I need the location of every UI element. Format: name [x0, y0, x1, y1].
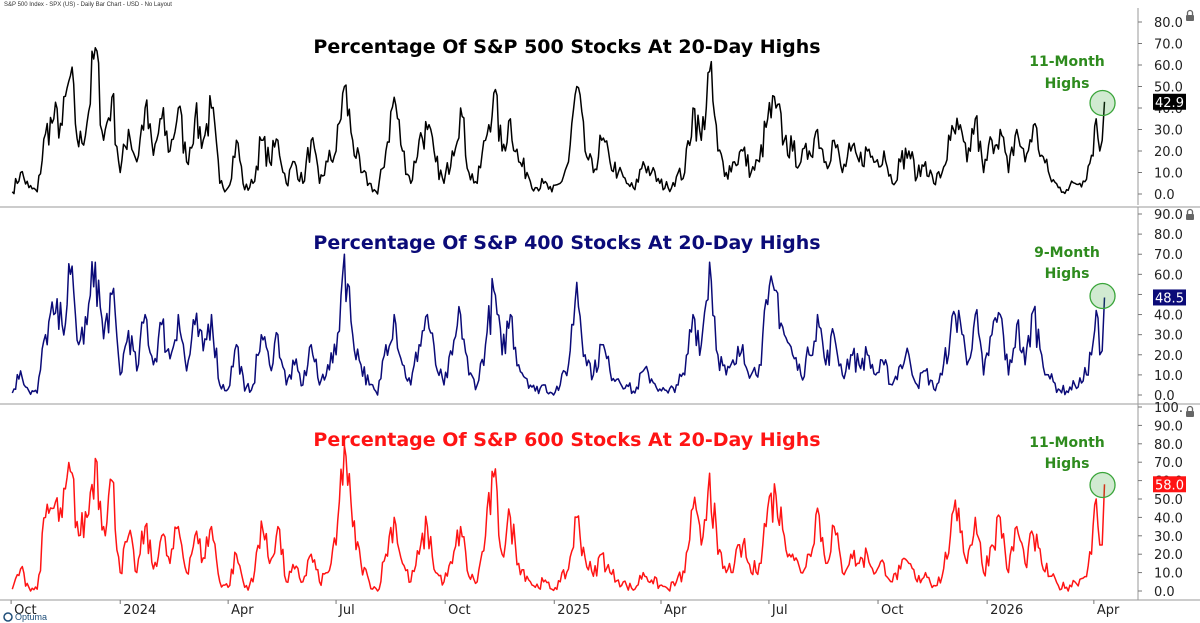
x-tick-label: Apr: [1097, 603, 1120, 618]
lock-icon[interactable]: [1186, 9, 1194, 21]
chart-header: S&P 500 Index - SPX (US) - Daily Bar Cha…: [4, 2, 172, 8]
y-tick-label: 30.0: [1154, 329, 1183, 344]
annotation-text: 9-Month: [1034, 245, 1100, 261]
panel-2: 90.080.070.060.050.040.030.020.010.00.0P…: [0, 206, 1200, 404]
x-tick-label: Jul: [771, 603, 788, 618]
last-value-badge: [1153, 476, 1186, 493]
panel-1: 80.070.060.050.040.030.020.010.00.0Perce…: [11, 8, 1194, 205]
lock-icon[interactable]: [1186, 405, 1194, 418]
x-tick-label: Apr: [231, 603, 254, 618]
series-line: [11, 444, 1106, 592]
last-value-text: 48.5: [1155, 291, 1184, 306]
y-tick-label: 50.0: [1154, 81, 1183, 96]
annotation: 11-Month Highs: [1029, 54, 1116, 117]
optuma-logo: Optuma: [3, 612, 47, 622]
panel-title: Percentage Of S&P 400 Stocks At 20-Day H…: [313, 232, 820, 254]
annotation-text: 11-Month: [1029, 54, 1104, 70]
panel-title: Percentage Of S&P 600 Stocks At 20-Day H…: [313, 429, 820, 451]
y-tick-label: 60.0: [1154, 268, 1183, 283]
y-tick-label: 60.0: [1154, 59, 1183, 74]
y-tick-label: 20.0: [1154, 349, 1183, 364]
last-value-text: 58.0: [1155, 478, 1184, 493]
x-tick-label: Oct: [881, 603, 903, 618]
optuma-logo-text: Optuma: [15, 612, 47, 622]
y-tick-label: 90.0: [1154, 419, 1183, 434]
y-tick-label: 80.0: [1154, 438, 1183, 453]
x-axis: Oct 2024 Apr Jul Oct 2025 Apr Jul Oct 2026 Apr: [0, 599, 1200, 618]
x-tick-label: Oct: [448, 603, 470, 618]
annotation-text: Highs: [1045, 266, 1090, 282]
x-tick-label: Jul: [338, 603, 355, 618]
highlight-circle: [1089, 471, 1116, 499]
annotation: 11-Month Highs: [1029, 435, 1116, 499]
optuma-logo-icon: [3, 612, 13, 622]
x-tick-label: 2024: [123, 603, 156, 618]
lock-icon[interactable]: [1186, 208, 1194, 221]
y-tick-label: 40.0: [1154, 309, 1183, 324]
y-tick-label: 90.0: [1154, 208, 1183, 223]
y-tick-label: 0.0: [1154, 188, 1175, 203]
x-tick-label: Apr: [664, 603, 687, 618]
y-tick-label: 40.0: [1154, 511, 1183, 526]
panel-title: Percentage Of S&P 500 Stocks At 20-Day H…: [313, 36, 820, 58]
annotation-text: 11-Month: [1029, 435, 1104, 451]
annotation: 9-Month Highs: [1034, 245, 1116, 310]
last-value-badge: [1153, 289, 1186, 306]
y-tick-label: 50.0: [1154, 493, 1183, 508]
y-tick-label: 20.0: [1154, 548, 1183, 563]
highlight-circle: [1089, 89, 1116, 117]
highlight-circle: [1089, 282, 1116, 310]
x-tick-label: 2025: [557, 603, 590, 618]
last-value-text: 42.9: [1155, 96, 1184, 111]
y-tick-label: 20.0: [1154, 145, 1183, 160]
y-tick-label: 10.0: [1154, 369, 1183, 384]
x-tick-label: Oct: [14, 603, 36, 618]
y-tick-label: 80.0: [1154, 228, 1183, 243]
annotation-text: Highs: [1045, 456, 1090, 472]
y-tick-label: 100.: [1154, 401, 1183, 416]
chart-panels: 80.0 70.0 60.0 50.0 40.0 30.0 20.0 10.0 0.0 Perce…: [0, 8, 1200, 600]
y-tick-label: 0.0: [1154, 585, 1175, 600]
y-tick-label: 0.0: [1154, 389, 1175, 404]
y-tick-label: 30.0: [1154, 530, 1183, 545]
y-tick-label: 70.0: [1154, 456, 1183, 471]
x-tick-label: 2026: [990, 603, 1023, 618]
y-tick-label: 70.0: [1154, 38, 1183, 53]
y-tick-label: 10.0: [1154, 167, 1183, 182]
last-value-badge: [1153, 93, 1186, 110]
y-tick-label: 30.0: [1154, 124, 1183, 139]
y-tick-label: 70.0: [1154, 248, 1183, 263]
series-line: [11, 253, 1106, 396]
y-tick-label: 80.0: [1154, 16, 1183, 31]
series-line: [11, 47, 1106, 195]
y-tick-label: 10.0: [1154, 567, 1183, 582]
annotation-text: Highs: [1045, 76, 1090, 92]
panel-3: 100.90.080.070.060.050.040.030.020.010.0…: [0, 401, 1200, 600]
